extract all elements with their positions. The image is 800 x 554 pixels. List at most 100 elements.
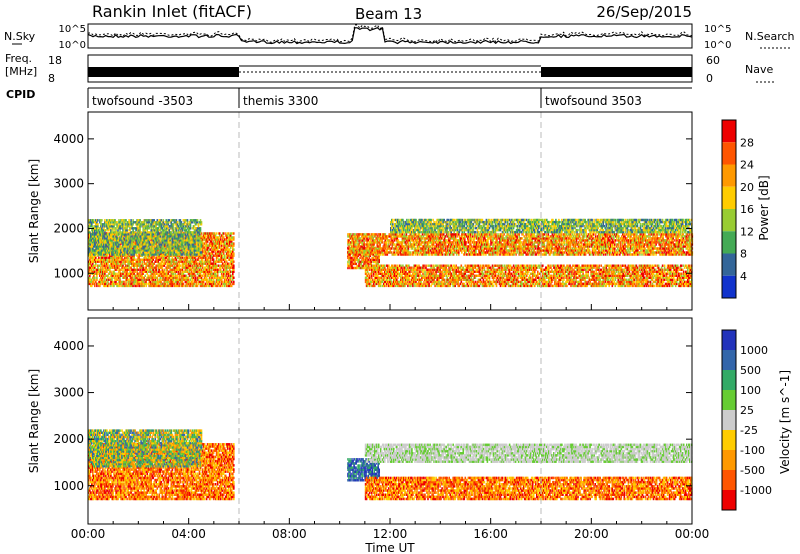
heatmap-cell: [95, 280, 97, 284]
heatmap-cell: [356, 247, 358, 250]
heatmap-cell: [158, 251, 161, 254]
heatmap-cell: [143, 233, 145, 236]
heatmap-cell: [137, 223, 139, 226]
heatmap-cell: [232, 260, 234, 263]
heatmap-cell: [198, 233, 201, 236]
heatmap-cell: [172, 258, 175, 261]
heatmap-cell: [219, 260, 222, 263]
heatmap-cell: [100, 229, 102, 232]
heatmap-cell: [130, 278, 132, 281]
heatmap-cell: [354, 266, 356, 270]
heatmap-cell: [228, 242, 231, 245]
heatmap-cell: [134, 264, 136, 267]
heatmap-cell: [199, 219, 202, 222]
heatmap-cell: [185, 282, 188, 286]
heatmap-cell: [182, 219, 185, 222]
heatmap-cell: [221, 248, 224, 251]
heatmap-cell: [373, 239, 375, 242]
heatmap-cell: [228, 258, 231, 261]
heatmap-cell: [228, 272, 231, 275]
heatmap-cell: [133, 231, 135, 234]
heatmap-cell: [158, 272, 161, 275]
heatmap-cell: [158, 245, 161, 248]
heatmap-cell: [155, 244, 157, 247]
heatmap-cell: [128, 268, 130, 271]
heatmap-cell: [212, 242, 215, 245]
heatmap-cell: [146, 219, 148, 222]
heatmap-cell: [208, 260, 211, 263]
heatmap-cell: [136, 219, 138, 222]
heatmap-cell: [135, 274, 137, 277]
heatmap-cell: [195, 223, 198, 226]
heatmap-cell: [362, 251, 364, 254]
heatmap-cell: [122, 262, 124, 265]
heatmap-cell: [374, 254, 376, 258]
heatmap-cell: [132, 264, 134, 267]
heatmap-cell: [172, 227, 175, 230]
heatmap-cell: [201, 280, 204, 284]
heatmap-cell: [361, 241, 363, 244]
heatmap-cell: [172, 253, 175, 256]
heatmap-cell: [127, 260, 129, 263]
heatmap-cell: [184, 225, 187, 228]
heatmap-cell: [111, 278, 113, 281]
heatmap-cell: [136, 274, 138, 277]
heatmap-cell: [192, 241, 195, 244]
heatmap-cell: [121, 225, 123, 228]
heatmap-cell: [142, 264, 144, 267]
heatmap-cell: [369, 254, 371, 258]
heatmap-cell: [174, 272, 177, 275]
heatmap-cell: [172, 223, 175, 226]
heatmap-cell: [120, 233, 122, 236]
heatmap-cell: [201, 264, 204, 267]
heatmap-cell: [150, 278, 152, 281]
heatmap-cell: [364, 253, 366, 256]
heatmap-cell: [146, 253, 148, 256]
heatmap-cell: [125, 233, 127, 236]
heatmap-cell: [123, 245, 125, 248]
heatmap-cell: [375, 249, 377, 252]
heatmap-cell: [206, 264, 209, 267]
heatmap-cell: [155, 256, 157, 259]
heatmap-cell: [152, 221, 154, 224]
heatmap-cell: [163, 268, 166, 271]
heatmap-cell: [139, 219, 141, 222]
heatmap-cell: [353, 247, 355, 250]
heatmap-cell: [216, 252, 219, 255]
heatmap-cell: [216, 242, 219, 245]
heatmap-cell: [357, 260, 359, 264]
heatmap-cell: [175, 266, 178, 269]
heatmap-cell: [208, 284, 211, 288]
heatmap-cell: [108, 219, 110, 222]
heatmap-cell: [217, 258, 220, 261]
heatmap-cell: [101, 262, 103, 265]
heatmap-cell: [123, 240, 125, 243]
heatmap-cell: [226, 276, 229, 279]
heatmap-cell: [215, 254, 218, 257]
heatmap-cell: [147, 223, 149, 226]
heatmap-cell: [158, 274, 161, 277]
heatmap-cell: [158, 221, 161, 224]
heatmap-cell: [118, 256, 120, 259]
heatmap-cell: [193, 221, 196, 224]
heatmap-cell: [136, 229, 138, 232]
heatmap-cell: [232, 272, 234, 275]
heatmap-cell: [165, 276, 168, 279]
heatmap-cell: [375, 251, 377, 254]
heatmap-cell: [208, 252, 211, 255]
heatmap-cell: [162, 249, 165, 252]
heatmap-cell: [132, 249, 134, 252]
heatmap-cell: [129, 280, 131, 284]
heatmap-cell: [103, 241, 105, 244]
heatmap-cell: [210, 254, 213, 257]
heatmap-cell: [115, 272, 117, 275]
heatmap-cell: [103, 268, 105, 271]
heatmap-cell: [193, 229, 196, 232]
heatmap-cell: [184, 219, 187, 222]
heatmap-cell: [131, 282, 133, 286]
heatmap-cell: [141, 251, 143, 254]
heatmap-cell: [208, 248, 211, 251]
heatmap-cell: [122, 251, 124, 254]
heatmap-cell: [149, 231, 151, 234]
heatmap-cell: [356, 239, 358, 242]
